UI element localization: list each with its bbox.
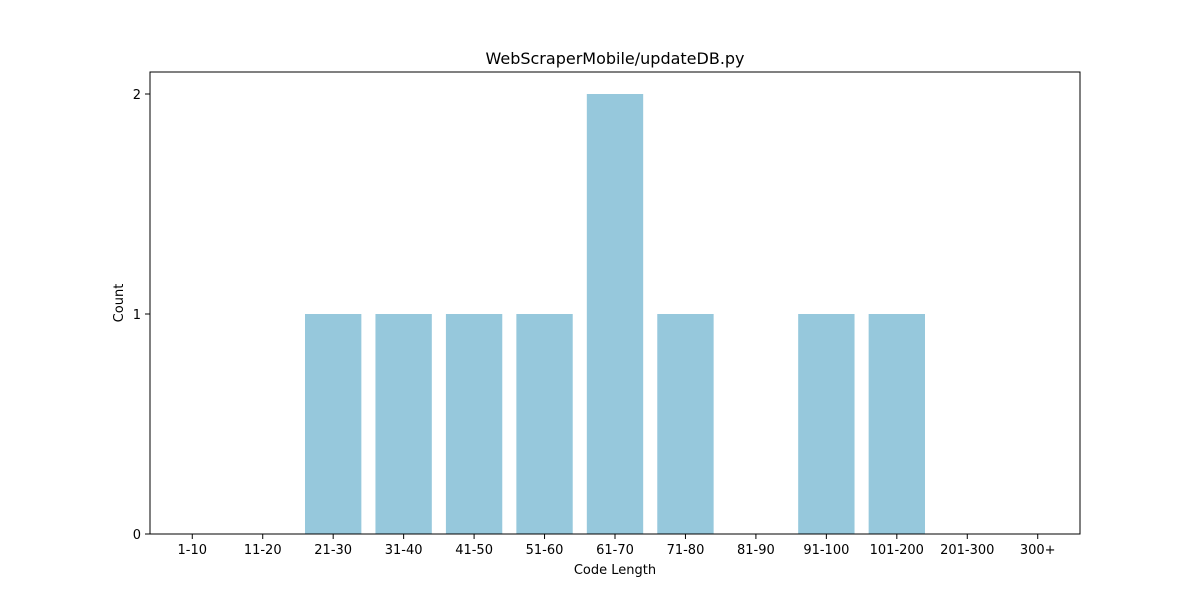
bar-91-100 — [798, 314, 855, 534]
x-tick-label: 201-300 — [940, 543, 994, 558]
x-axis-ticks: 1-10 11-20 21-30 31-40 41-50 51-60 61-70 71-80 8… — [178, 534, 1056, 558]
bar-71-80 — [657, 314, 714, 534]
y-axis-label: Count — [112, 284, 127, 323]
x-tick-label: 41-50 — [455, 543, 493, 558]
x-tick-label: 81-90 — [737, 543, 775, 558]
x-axis-label: Code Length — [574, 563, 656, 578]
x-tick-label: 21-30 — [314, 543, 352, 558]
chart-title: WebScraperMobile/updateDB.py — [485, 49, 744, 68]
x-tick-label: 300+ — [1020, 543, 1056, 558]
bar-101-200 — [868, 314, 925, 534]
bars-group — [305, 94, 925, 534]
y-tick-label: 1 — [133, 308, 141, 323]
x-tick-label: 101-200 — [870, 543, 924, 558]
bar-21-30 — [305, 314, 362, 534]
x-tick-label: 51-60 — [526, 543, 564, 558]
x-tick-label: 71-80 — [667, 543, 705, 558]
bar-31-40 — [375, 314, 432, 534]
x-tick-label: 91-100 — [803, 543, 849, 558]
bar-51-60 — [516, 314, 573, 534]
bar-61-70 — [586, 94, 644, 534]
x-tick-label: 1-10 — [178, 543, 208, 558]
y-axis-ticks: 0 1 2 — [133, 88, 150, 543]
y-tick-label: 0 — [133, 528, 141, 543]
x-tick-label: 31-40 — [385, 543, 423, 558]
bar-41-50 — [445, 314, 503, 534]
x-tick-label: 11-20 — [244, 543, 282, 558]
x-tick-label: 61-70 — [596, 543, 634, 558]
y-tick-label: 2 — [133, 88, 141, 103]
